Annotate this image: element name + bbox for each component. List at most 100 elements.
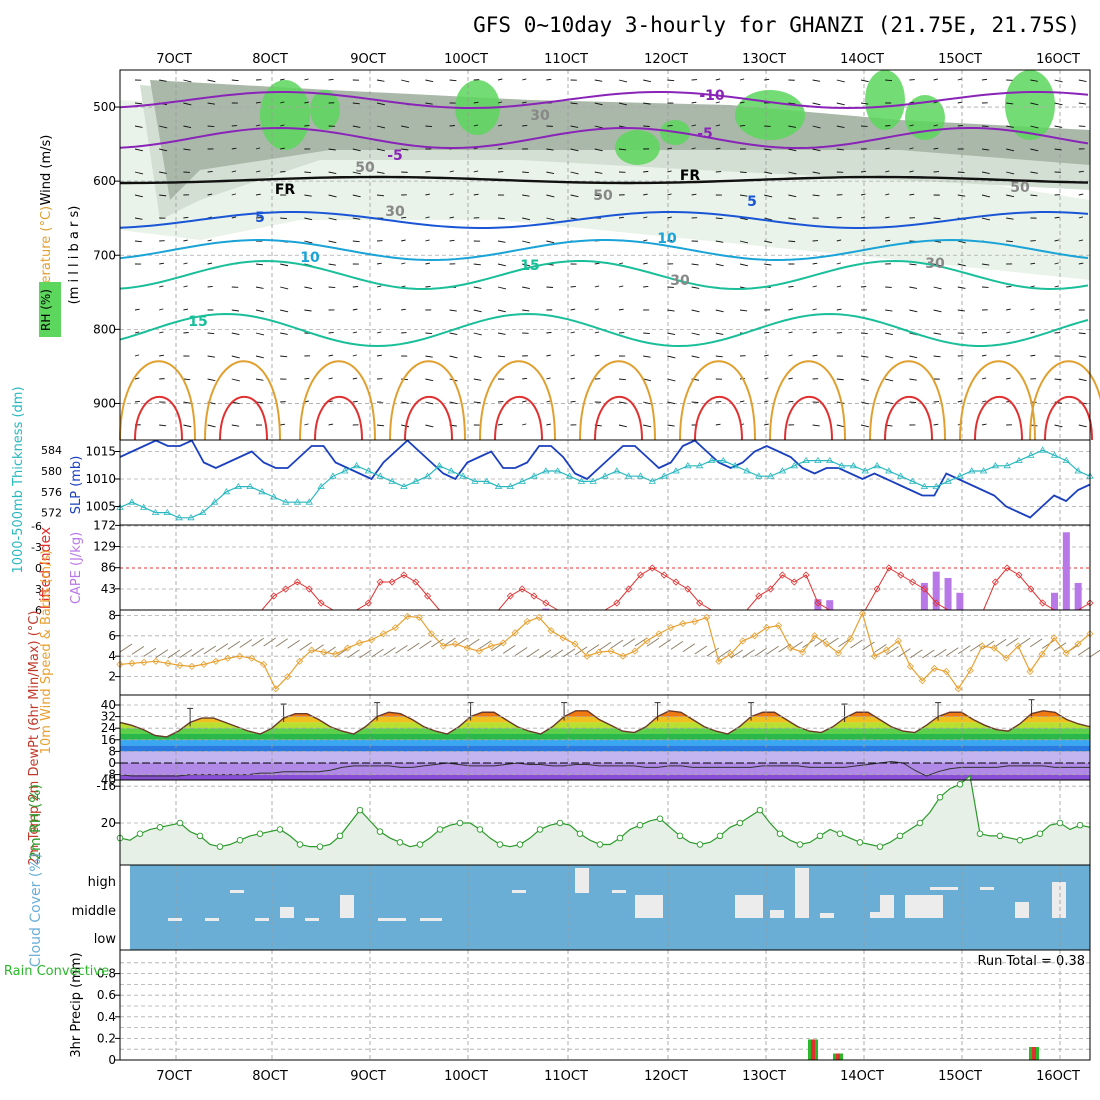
wind-barb [1030, 171, 1038, 174]
temp-tick-label: 24 [101, 721, 116, 735]
wind-barb [134, 171, 144, 175]
thickness-point [447, 467, 455, 474]
rh2m-point [856, 839, 864, 846]
wind-barb [425, 424, 434, 428]
wind-barb [425, 239, 430, 242]
temp-contour-25 [299, 360, 376, 441]
wind10m-barb [407, 642, 420, 652]
rh2m-point [256, 830, 264, 838]
wind10m-point [882, 646, 890, 654]
lifted-point [270, 592, 278, 600]
wind-barb [933, 332, 942, 335]
wind10m-barb [419, 640, 432, 650]
thickness-point [991, 462, 1000, 469]
wind-barb [909, 124, 914, 127]
wind-barb [207, 355, 215, 358]
rh-green-patch [260, 80, 310, 150]
wind-barb [933, 355, 941, 358]
wind10m-barb [275, 638, 288, 648]
thickness-point [518, 477, 526, 484]
wind-barb [328, 78, 334, 81]
cloud-bar [612, 890, 626, 893]
rh2m-point [656, 815, 664, 822]
temp-band [120, 734, 1090, 740]
lifted-point [1015, 571, 1023, 579]
wind10m-point [966, 666, 974, 675]
wind-barb [1030, 79, 1038, 82]
temp-contour-30 [694, 395, 743, 441]
rh2m-tick-label: 40 [101, 773, 116, 787]
wind-barb [691, 355, 700, 359]
wind10m-point [320, 648, 328, 656]
x-tick-label-top: 16OCT [1036, 52, 1080, 67]
thickness-point [755, 472, 763, 479]
wind-barb [352, 400, 358, 403]
wind-barb [376, 148, 385, 152]
wind-barb [957, 377, 963, 380]
rh2m-point [736, 819, 744, 827]
wind10m-point [571, 640, 579, 648]
wind-barb [473, 101, 479, 104]
wind10m-point [188, 662, 196, 670]
contour-label: FR [275, 182, 296, 198]
wind-barb [667, 309, 675, 312]
wind-barb [425, 102, 433, 105]
wind10m-point [355, 639, 364, 647]
wind-barb [497, 78, 503, 81]
wind-barb [328, 240, 337, 244]
wind-barb [304, 377, 310, 380]
wind-barb [473, 355, 482, 359]
x-tick-label-top: 8OCT [252, 52, 288, 67]
wind-barb [473, 147, 479, 150]
contour-label: -5 [387, 148, 403, 164]
wind10m-barb [371, 648, 384, 658]
wind-barb [981, 423, 987, 426]
wind-barb [933, 124, 938, 127]
wind-barb [159, 285, 164, 288]
lifted-point [412, 578, 420, 586]
wind-barb [231, 147, 237, 150]
wind-barb [522, 377, 528, 380]
wind-barb [860, 332, 868, 335]
thickness-point [648, 477, 657, 484]
wind-barb [1078, 239, 1084, 242]
wind-barb [134, 240, 142, 243]
thickness-point [873, 462, 881, 469]
wind-barb [159, 354, 165, 357]
wind-barb [860, 102, 869, 105]
wind10m-barb [502, 645, 516, 654]
lifted-axis-title: Lifted Index [38, 527, 54, 609]
rh2m-point [556, 819, 564, 827]
thickness-point [897, 472, 905, 479]
rh2m-point [396, 839, 404, 846]
cape-axis-title: CAPE (J/kg) [69, 532, 84, 604]
rh-green-patch [865, 70, 905, 130]
wind10m-point [248, 654, 256, 662]
thickness-point [920, 482, 929, 489]
wind-barb [764, 331, 770, 334]
wind10m-point [703, 613, 711, 622]
lifted-point [767, 585, 775, 593]
cloud-bar [795, 868, 809, 918]
temp-band [120, 722, 1090, 729]
rh-green-patch [735, 90, 805, 140]
wind-barb [497, 286, 507, 290]
wind-barb [812, 285, 817, 288]
wind-barb [497, 240, 506, 243]
wind-barb [546, 78, 552, 81]
wind-barb [425, 262, 430, 265]
thickness-point [435, 462, 444, 469]
wind10m-point [284, 673, 292, 681]
wind10m-barb [155, 649, 169, 658]
wind-barb [304, 78, 309, 81]
wind-barb [304, 309, 312, 312]
wind-barb [1006, 217, 1014, 220]
thickness-point [956, 472, 964, 479]
x-tick-label-bottom: 10OCT [444, 1069, 488, 1084]
lifted-point [1003, 564, 1011, 572]
wind-barb [352, 194, 361, 198]
wind-barb [885, 378, 894, 382]
wind-barb [643, 79, 652, 83]
x-tick-label-bottom: 13OCT [742, 1069, 786, 1084]
temp-contour-30 [494, 395, 543, 441]
